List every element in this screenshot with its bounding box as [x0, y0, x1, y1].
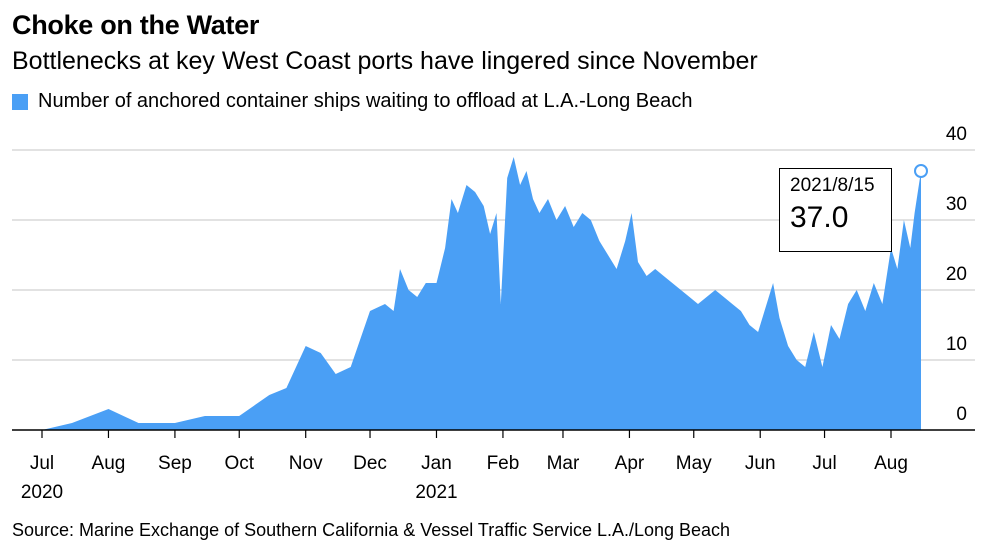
x-year-label: 2021	[415, 482, 457, 503]
x-tick-label: Jul	[30, 453, 54, 474]
x-tick-label: Apr	[615, 453, 645, 474]
x-axis-ticks: Jul Aug Sep Oct Nov Dec Jan Feb Mar Apr May Jun Jul A…	[21, 430, 908, 503]
x-tick-label: Aug	[92, 453, 126, 474]
x-tick-label: Dec	[353, 453, 387, 474]
legend: Number of anchored container ships waiti…	[12, 90, 692, 113]
y-axis-labels: 0 10 20 30 40	[946, 124, 967, 425]
x-tick-label: May	[676, 453, 712, 474]
x-tick-label: Sep	[158, 453, 192, 474]
x-tick-label: Nov	[289, 453, 323, 474]
legend-swatch	[12, 93, 28, 110]
y-tick-label: 20	[946, 264, 967, 285]
y-tick-label: 40	[946, 124, 967, 145]
y-tick-label: 10	[946, 334, 967, 355]
x-year-label: 2020	[21, 482, 63, 503]
tooltip-value: 37.0	[790, 201, 849, 234]
tooltip-date: 2021/8/15	[790, 175, 875, 196]
y-tick-label: 30	[946, 194, 967, 215]
y-tick-label: 0	[956, 404, 967, 425]
source-note: Source: Marine Exchange of Southern Cali…	[12, 520, 731, 540]
x-tick-label: Mar	[547, 453, 580, 474]
x-tick-label: Aug	[874, 453, 908, 474]
x-tick-label: Jan	[421, 453, 452, 474]
x-tick-label: Feb	[487, 453, 520, 474]
x-tick-label: Oct	[224, 453, 254, 474]
tooltip: 2021/8/15 37.0	[779, 168, 892, 252]
legend-label: Number of anchored container ships waiti…	[38, 90, 693, 112]
chart-title: Choke on the Water	[12, 10, 260, 40]
highlight-point[interactable]	[914, 164, 928, 178]
chart-subtitle: Bottlenecks at key West Coast ports have…	[12, 47, 758, 75]
x-tick-label: Jun	[745, 453, 776, 474]
x-tick-label: Jul	[812, 453, 836, 474]
data-area	[42, 157, 921, 430]
